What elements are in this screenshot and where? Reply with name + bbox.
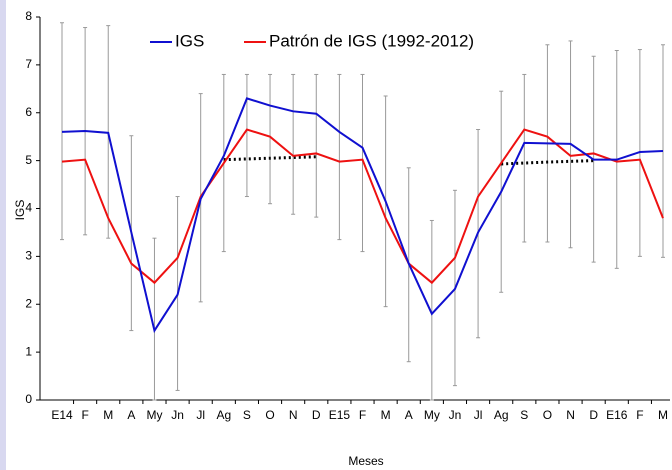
x-tick-label: Ag	[494, 408, 509, 422]
series-line	[61, 97, 664, 334]
y-tick-label: 7	[25, 57, 32, 71]
x-tick-label: Ag	[216, 408, 231, 422]
y-tick-label: 8	[25, 9, 32, 23]
x-tick-label: D	[312, 408, 321, 422]
frame-edge	[0, 0, 6, 470]
y-tick-label: 5	[25, 153, 32, 167]
x-tick-label: S	[243, 408, 251, 422]
x-tick-label: A	[127, 408, 135, 422]
x-tick-label: D	[589, 408, 598, 422]
x-tick-label: My	[146, 408, 162, 422]
x-tick-label: F	[359, 408, 366, 422]
y-axis-label: IGS	[13, 200, 27, 221]
x-tick-label: O	[265, 408, 274, 422]
y-tick-label: 1	[25, 344, 32, 358]
x-tick-label: Jn	[171, 408, 184, 422]
x-tick-label: N	[566, 408, 575, 422]
x-tick-label: F	[81, 408, 88, 422]
trend-line	[223, 155, 317, 162]
y-tick-label: 6	[25, 105, 32, 119]
x-tick-label: M	[381, 408, 391, 422]
x-tick-label: M	[103, 408, 113, 422]
x-tick-label: Jl	[196, 408, 205, 422]
x-tick-label: E15	[329, 408, 351, 422]
x-tick-label: My	[424, 408, 440, 422]
x-tick-label: Jn	[449, 408, 462, 422]
trend-line	[501, 159, 594, 166]
x-tick-label: M	[658, 408, 668, 422]
y-tick-label: 3	[25, 249, 32, 263]
x-axis-label: Meses	[348, 454, 383, 468]
x-tick-label: A	[405, 408, 413, 422]
series-line	[61, 128, 664, 285]
x-tick-label: N	[289, 408, 298, 422]
x-tick-label: E16	[606, 408, 628, 422]
x-tick-label: E14	[51, 408, 73, 422]
y-tick-label: 0	[25, 392, 32, 406]
y-tick-label: 4	[25, 201, 32, 215]
legend-label: Patrón de IGS (1992-2012)	[269, 31, 474, 50]
x-tick-label: Jl	[474, 408, 483, 422]
legend-label: IGS	[175, 31, 204, 50]
x-tick-label: F	[636, 408, 643, 422]
x-tick-label: S	[520, 408, 528, 422]
y-tick-label: 2	[25, 296, 32, 310]
x-tick-label: O	[543, 408, 552, 422]
